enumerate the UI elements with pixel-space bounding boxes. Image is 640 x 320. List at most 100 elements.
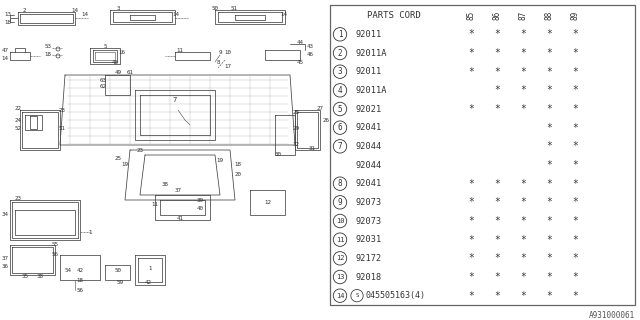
Text: 14: 14 (1, 55, 8, 60)
Text: *: * (572, 104, 578, 114)
Bar (484, 81, 510, 100)
Text: 46: 46 (307, 52, 314, 57)
Bar (510, 286, 536, 305)
Text: 55: 55 (51, 243, 58, 247)
Bar (562, 5, 588, 25)
Bar (536, 268, 562, 286)
Text: 92018: 92018 (356, 273, 382, 282)
Text: 11: 11 (152, 203, 159, 207)
Bar (330, 25, 350, 44)
Bar (510, 118, 536, 137)
Text: 9: 9 (338, 198, 342, 207)
Text: *: * (468, 272, 474, 282)
Bar (330, 62, 350, 81)
Bar (510, 174, 536, 193)
Text: 3: 3 (338, 67, 342, 76)
Text: *: * (546, 104, 552, 114)
Bar (562, 230, 588, 249)
Text: 47: 47 (1, 49, 8, 53)
Text: 63: 63 (99, 77, 106, 83)
Text: *: * (520, 197, 526, 207)
Bar (536, 5, 562, 25)
Bar (536, 100, 562, 118)
Text: *: * (572, 179, 578, 189)
Bar (330, 174, 350, 193)
Text: *: * (546, 29, 552, 39)
Text: 62: 62 (99, 84, 106, 90)
Text: 18: 18 (77, 277, 83, 283)
Text: 27: 27 (317, 106, 323, 110)
Text: 045505163(4): 045505163(4) (366, 291, 426, 300)
Text: 16: 16 (118, 50, 125, 54)
Text: 13: 13 (336, 274, 344, 280)
Bar (484, 268, 510, 286)
Text: *: * (468, 235, 474, 245)
Text: 14: 14 (81, 12, 88, 17)
Text: 92011: 92011 (356, 67, 382, 76)
Text: *: * (520, 291, 526, 301)
Bar (510, 62, 536, 81)
Text: PARTS CORD: PARTS CORD (367, 11, 421, 20)
Text: *: * (546, 235, 552, 245)
Bar (484, 5, 510, 25)
Bar (562, 156, 588, 174)
Text: *: * (572, 85, 578, 95)
Bar (510, 268, 536, 286)
Text: 14: 14 (173, 12, 179, 17)
Text: 92041: 92041 (356, 179, 382, 188)
Bar (458, 137, 484, 156)
Bar (330, 212, 350, 230)
Text: 14: 14 (336, 293, 344, 299)
Text: *: * (494, 216, 500, 226)
Text: *: * (546, 123, 552, 133)
Text: *: * (572, 160, 578, 170)
Bar (562, 118, 588, 137)
Text: 45: 45 (296, 60, 303, 65)
Bar (484, 62, 510, 81)
Bar (350, 268, 458, 286)
Text: 18: 18 (234, 163, 241, 167)
Bar (484, 100, 510, 118)
Text: 29: 29 (292, 125, 300, 131)
Text: 50: 50 (211, 5, 218, 11)
Bar (350, 100, 458, 118)
Text: 37: 37 (175, 188, 182, 193)
Text: 86: 86 (493, 10, 502, 20)
Bar (330, 268, 350, 286)
Text: *: * (494, 48, 500, 58)
Text: 42: 42 (77, 268, 83, 273)
Text: 1: 1 (338, 30, 342, 39)
Bar (350, 249, 458, 268)
Bar (562, 137, 588, 156)
Text: 2: 2 (338, 49, 342, 58)
Bar (510, 81, 536, 100)
Text: 53: 53 (45, 44, 51, 50)
Text: 92011A: 92011A (356, 49, 387, 58)
Text: 9: 9 (218, 50, 221, 54)
Text: *: * (494, 179, 500, 189)
Text: 26: 26 (323, 117, 330, 123)
Bar (350, 286, 458, 305)
Text: *: * (572, 235, 578, 245)
Bar (562, 268, 588, 286)
Text: 50: 50 (115, 268, 122, 273)
Bar (458, 100, 484, 118)
Text: 2: 2 (22, 9, 26, 13)
Text: 20: 20 (234, 172, 241, 178)
Text: 92172: 92172 (356, 254, 382, 263)
Text: 38: 38 (36, 275, 44, 279)
Bar (350, 193, 458, 212)
Bar (536, 193, 562, 212)
Text: 8: 8 (216, 60, 220, 66)
Text: *: * (468, 197, 474, 207)
Text: 1: 1 (88, 229, 92, 235)
Text: *: * (546, 253, 552, 263)
Text: 19: 19 (216, 157, 223, 163)
Text: *: * (520, 104, 526, 114)
Text: 30: 30 (275, 153, 282, 157)
Bar (330, 137, 350, 156)
Text: 92073: 92073 (356, 217, 382, 226)
Bar (458, 286, 484, 305)
Text: 28: 28 (292, 110, 300, 116)
Text: *: * (468, 104, 474, 114)
